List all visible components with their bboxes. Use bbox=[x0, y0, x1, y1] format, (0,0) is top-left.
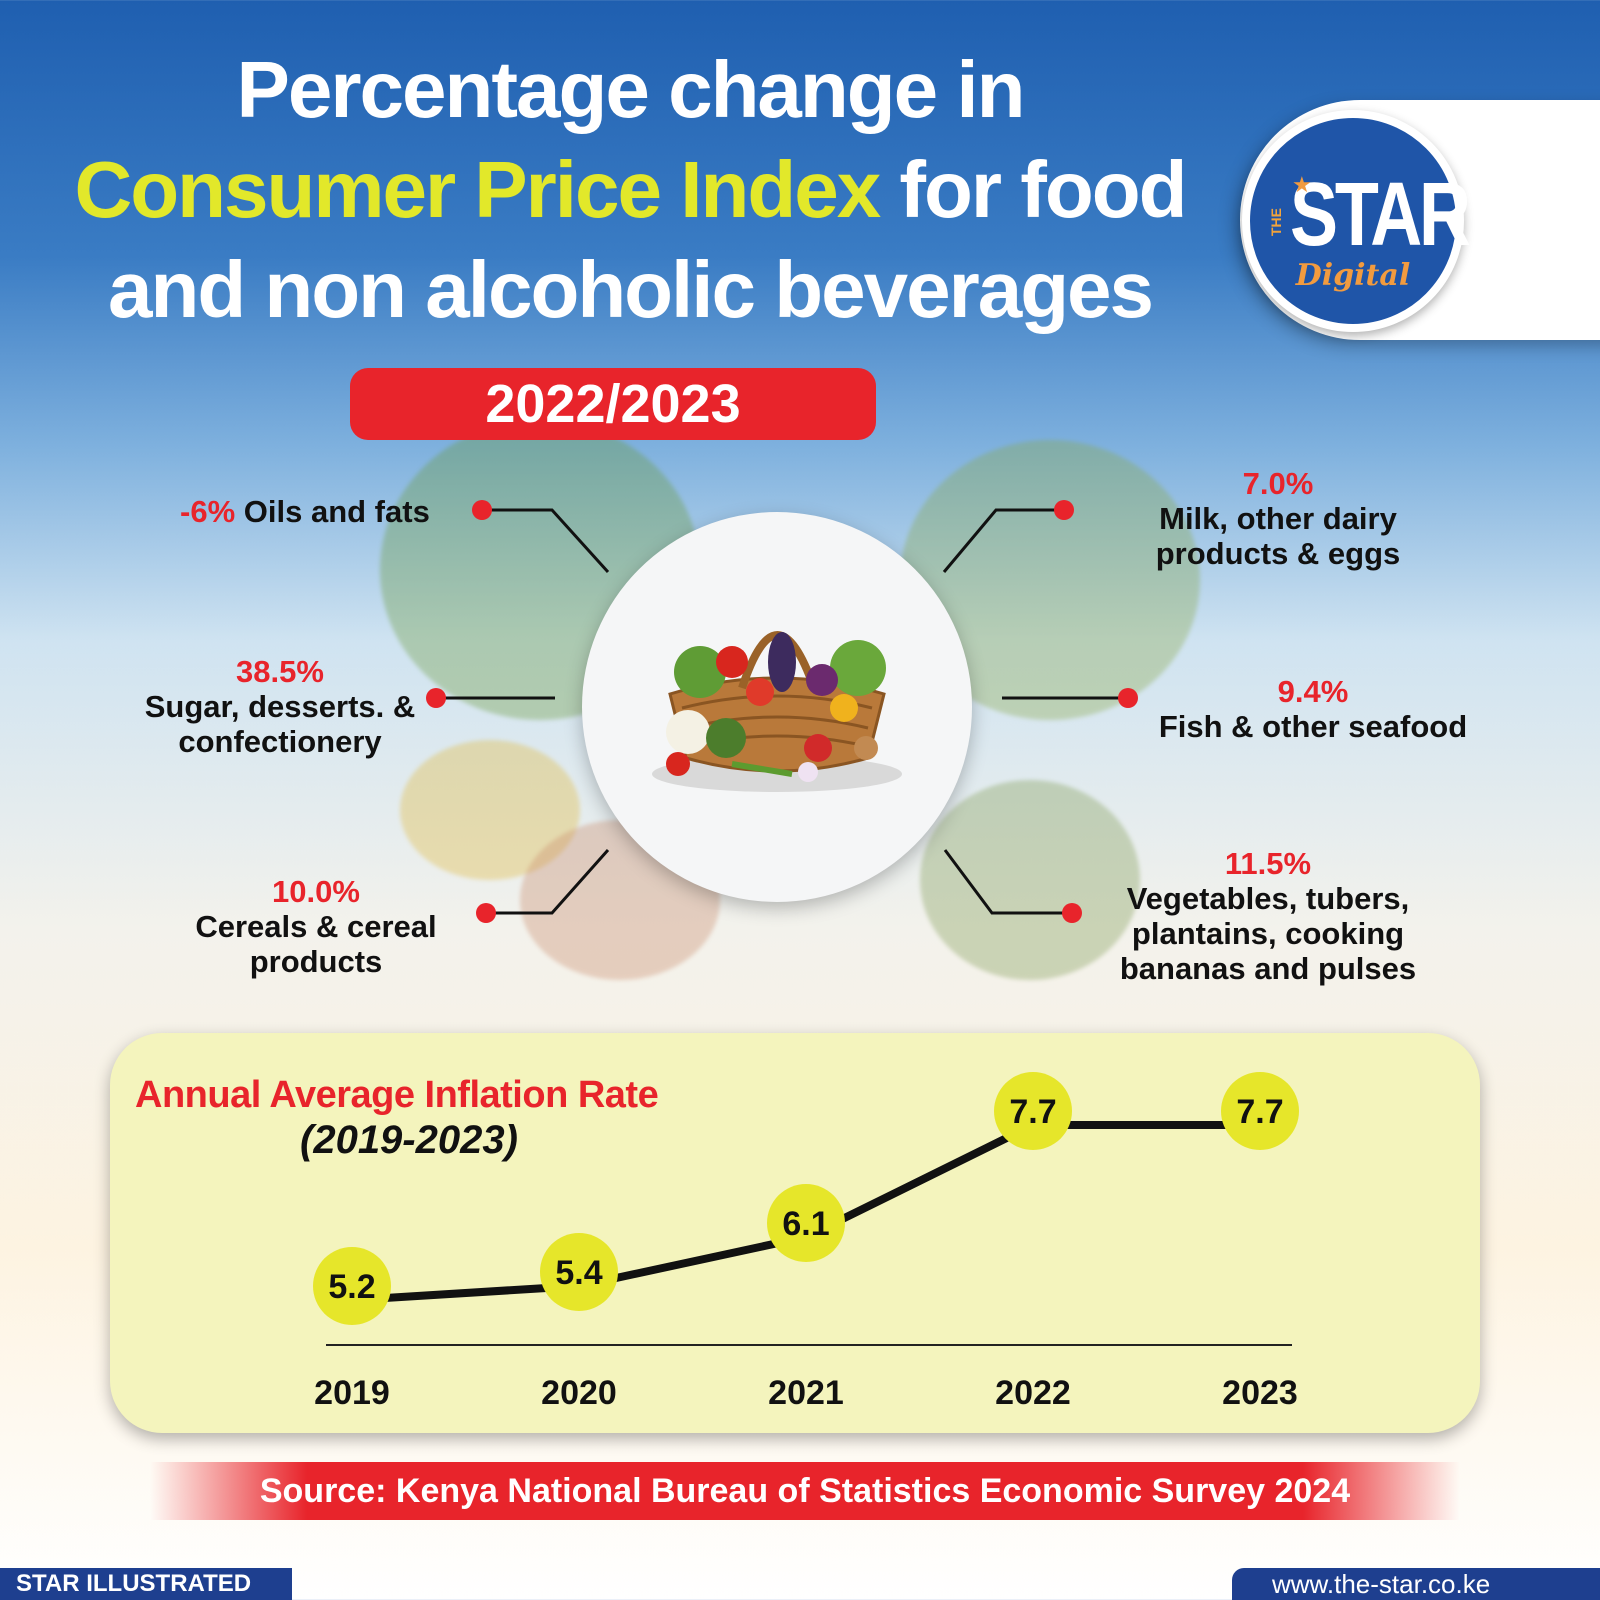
category-milk-dairy-eggs: 7.0% Milk, other dairy products & eggs bbox=[1118, 466, 1438, 571]
category-label-line-1: Milk, other dairy bbox=[1159, 501, 1397, 536]
category-label-line-2: confectionery bbox=[178, 724, 382, 759]
basket-icon bbox=[652, 631, 902, 792]
category-cereals: 10.0% Cereals & cereal products bbox=[176, 874, 456, 979]
category-label: Oils and fats bbox=[243, 494, 430, 529]
category-value: -6% bbox=[180, 494, 236, 529]
footer-website-link[interactable]: www.the-star.co.ke bbox=[1232, 1568, 1600, 1600]
logo-digital-text: Digital bbox=[1295, 258, 1411, 293]
category-label: Fish & other seafood bbox=[1158, 709, 1468, 744]
background-vegetables bbox=[400, 740, 580, 880]
title-line-2-rest: for food bbox=[879, 145, 1187, 234]
marker-dot-oils bbox=[472, 500, 492, 520]
connector-milk bbox=[942, 508, 1064, 573]
marker-dot-milk bbox=[1054, 500, 1074, 520]
title-line-2: Consumer Price Index for food bbox=[40, 140, 1220, 240]
marker-dot-sugar bbox=[426, 688, 446, 708]
marker-dot-fish bbox=[1118, 688, 1138, 708]
star-digital-logo: THE STAR ★ Digital bbox=[1242, 110, 1471, 332]
category-oils-and-fats: -6% Oils and fats bbox=[180, 494, 470, 529]
title-line-1: Percentage change in bbox=[236, 45, 1026, 134]
category-value: 10.0% bbox=[272, 874, 360, 909]
page-title: Percentage change in Consumer Price Inde… bbox=[40, 40, 1220, 340]
category-label-line-2: products bbox=[249, 944, 383, 979]
footer-star-illustrated: STAR ILLUSTRATED bbox=[0, 1568, 292, 1600]
vegetable-basket-image bbox=[582, 512, 972, 902]
category-value: 38.5% bbox=[236, 654, 324, 689]
category-label-line-1: Cereals & cereal bbox=[195, 909, 437, 944]
connector-oils bbox=[482, 508, 610, 574]
period-badge: 2022/2023 bbox=[350, 368, 876, 440]
star-icon: ★ bbox=[1292, 172, 1312, 197]
category-value: 7.0% bbox=[1242, 466, 1314, 501]
category-value: 9.4% bbox=[1277, 674, 1349, 709]
category-sugar: 38.5% Sugar, desserts. & confectionery bbox=[130, 654, 430, 759]
marker-dot-cereals bbox=[476, 903, 496, 923]
connector-lines bbox=[436, 508, 1128, 915]
source-note: Source: Kenya National Bureau of Statist… bbox=[150, 1462, 1460, 1520]
category-value: 11.5% bbox=[1224, 846, 1312, 881]
category-vegetables-tubers: 11.5% Vegetables, tubers, plantains, coo… bbox=[1102, 846, 1434, 986]
background-vegetables bbox=[920, 780, 1140, 980]
category-label-line-1: Vegetables, tubers, bbox=[1126, 881, 1410, 916]
logo-star-text: STAR bbox=[1290, 165, 1471, 265]
chart-title: Annual Average Inflation Rate bbox=[135, 1074, 659, 1116]
category-label-line-3: bananas and pulses bbox=[1119, 951, 1417, 986]
marker-dot-vegetables bbox=[1062, 903, 1082, 923]
category-label-line-1: Sugar, desserts. & bbox=[144, 689, 416, 724]
connector-vegetables bbox=[943, 849, 1072, 915]
category-label-line-2: products & eggs bbox=[1155, 536, 1401, 571]
title-line-3: and non alcoholic beverages bbox=[107, 245, 1154, 334]
title-highlight: Consumer Price Index bbox=[74, 145, 881, 234]
category-label-line-2: plantains, cooking bbox=[1131, 916, 1405, 951]
chart-subtitle: (2019-2023) bbox=[300, 1118, 518, 1162]
category-fish-seafood: 9.4% Fish & other seafood bbox=[1150, 674, 1476, 744]
connector-cereals bbox=[486, 849, 610, 915]
